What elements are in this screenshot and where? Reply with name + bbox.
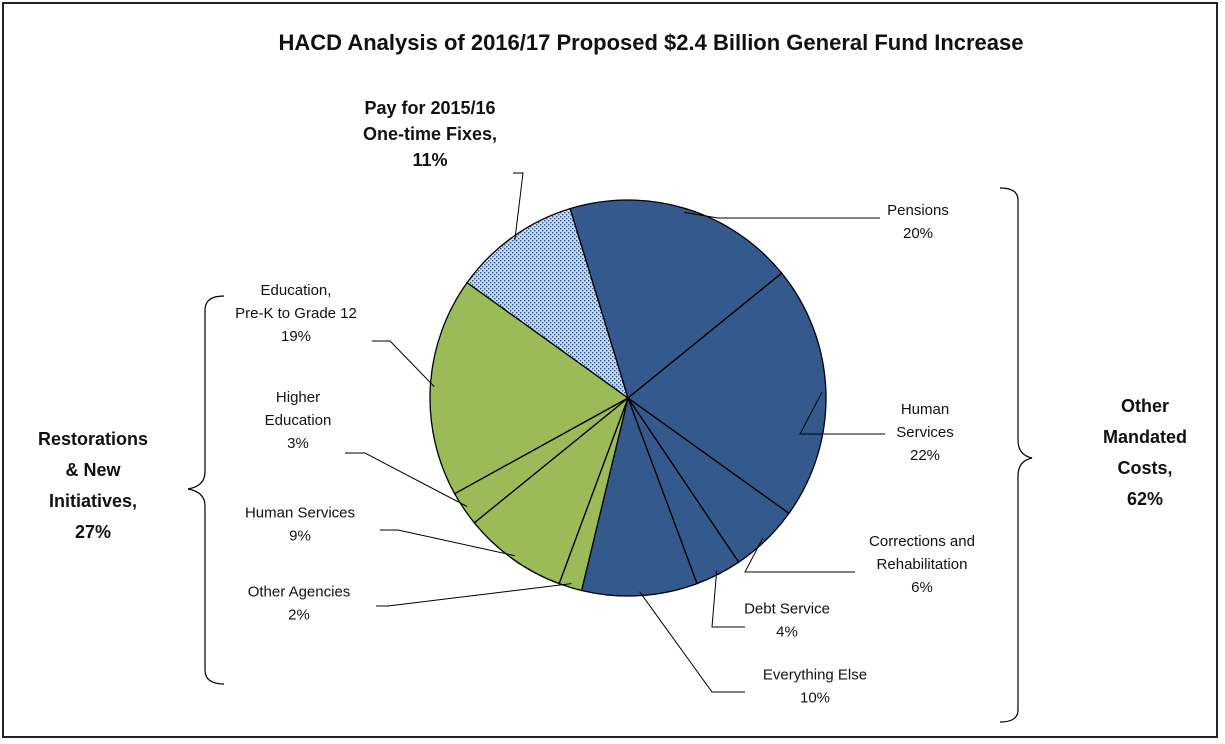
slice-label-corrections-and-rehabilitation: Corrections and Rehabilitation 6% [869,533,975,596]
pie-slice-pay-for-2015-16-one-time-fixes [466,207,630,400]
pie-slices [429,199,827,597]
slice-label-education-pre-k-to-grade-12: Education, Pre-K to Grade 12 19% [235,282,357,345]
leader-line-pensions [684,211,880,219]
group-label-other: Other Mandated Costs, 62% [1103,396,1187,509]
leader-lines [345,172,885,693]
pie-slice-pensions [569,199,783,400]
leader-line-human-services [380,529,516,557]
slice-label-other-agencies: Other Agencies 2% [248,584,351,624]
leader-line-other-agencies [376,583,572,607]
pie-slice-everything-else [580,395,698,597]
slice-label-debt-service: Debt Service 4% [744,601,830,641]
leader-line-everything-else [639,591,745,693]
slice-label-human-services: Human Services 22% [896,401,954,464]
slice-label-everything-else: Everything Else 10% [763,667,867,707]
pie-slice-human-services [626,272,827,515]
group-label-restorations: Restorations & New Initiatives, 27% [38,429,148,542]
chart-title: HACD Analysis of 2016/17 Proposed $2.4 B… [279,30,1024,55]
leader-line-education-pre-k-to-grade-12 [372,340,435,387]
leader-line-corrections-and-rehabilitation [744,536,855,573]
slice-label-pay-for-2015-16-one-time-fixes: Pay for 2015/16 One-time Fixes, 11% [363,98,497,170]
bracket-restorations [187,295,225,685]
group-brackets: Other Mandated Costs, 62% Restorations & New I… [38,187,1187,723]
pie-slice-education-pre-k-to-grade-12 [429,281,630,495]
slice-label-pensions: Pensions 20% [887,202,949,242]
slice-label-human-services: Human Services 9% [245,505,355,545]
slice-label-higher-education: Higher Education 3% [265,389,332,452]
bracket-other [999,187,1033,723]
leader-line-debt-service [711,570,745,628]
pie-slice-human-services [473,395,630,585]
leader-line-pay-for-2015-16-one-time-fixes [513,172,524,241]
leader-line-higher-education [345,452,468,507]
slice-labels: Pensions 20% Human Services 22% Corrections a… [235,98,975,707]
leader-line-human-services [799,391,885,435]
